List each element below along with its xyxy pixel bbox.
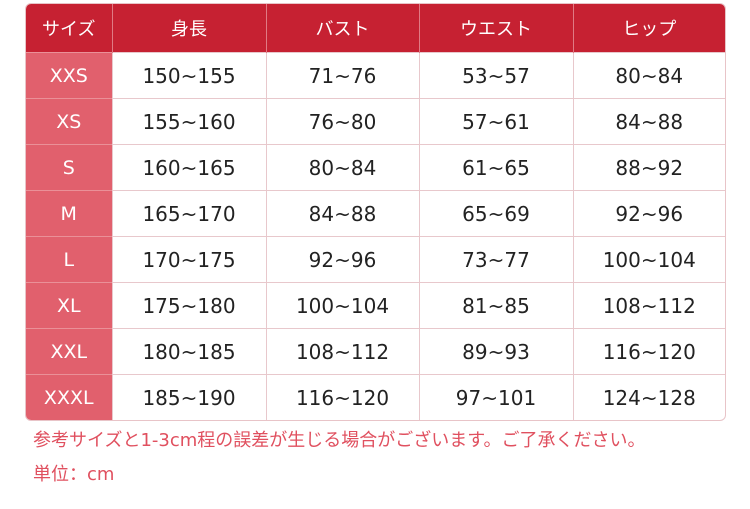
measurement-cell: 150~155 — [111, 52, 266, 99]
measurement-cell: 165~170 — [111, 190, 266, 237]
measurement-cell: 116~120 — [265, 374, 419, 420]
measurement-cell: 71~76 — [265, 52, 419, 99]
measurement-cell: 65~69 — [418, 190, 573, 237]
table-row: XS 155~160 76~80 57~61 84~88 — [26, 98, 725, 145]
measurement-cell: 160~165 — [111, 144, 266, 191]
column-header: ウエスト — [418, 4, 573, 53]
measurement-cell: 84~88 — [572, 98, 725, 145]
table-row: XL 175~180 100~104 81~85 108~112 — [26, 282, 725, 329]
size-cell: XL — [26, 282, 112, 329]
measurement-cell: 116~120 — [572, 328, 725, 375]
table-row: M 165~170 84~88 65~69 92~96 — [26, 190, 725, 237]
size-cell: XXXL — [26, 374, 112, 420]
measurement-cell: 88~92 — [572, 144, 725, 191]
size-chart-table: サイズ 身長 バスト ウエスト ヒップ XXS 150~155 71~76 53~57 80~8… — [25, 3, 726, 421]
disclaimer-note: 参考サイズと1-3cm程の誤差が生じる場合がございます。ご了承ください。 — [33, 430, 646, 451]
size-cell: M — [26, 190, 112, 237]
measurement-cell: 170~175 — [111, 236, 266, 283]
table-row: XXXL 185~190 116~120 97~101 124~128 — [26, 374, 725, 420]
column-header: バスト — [265, 4, 419, 53]
measurement-cell: 84~88 — [265, 190, 419, 237]
measurement-cell: 76~80 — [265, 98, 419, 145]
table-row: L 170~175 92~96 73~77 100~104 — [26, 236, 725, 283]
measurement-cell: 97~101 — [418, 374, 573, 420]
unit-note: 単位：cm — [33, 464, 115, 485]
measurement-cell: 57~61 — [418, 98, 573, 145]
measurement-cell: 73~77 — [418, 236, 573, 283]
size-cell: XXS — [26, 52, 112, 99]
measurement-cell: 108~112 — [572, 282, 725, 329]
size-cell: XS — [26, 98, 112, 145]
measurement-cell: 92~96 — [572, 190, 725, 237]
measurement-cell: 80~84 — [572, 52, 725, 99]
measurement-cell: 155~160 — [111, 98, 266, 145]
measurement-cell: 100~104 — [265, 282, 419, 329]
measurement-cell: 180~185 — [111, 328, 266, 375]
measurement-cell: 80~84 — [265, 144, 419, 191]
header-row: サイズ 身長 バスト ウエスト ヒップ — [26, 4, 725, 53]
column-header: 身長 — [111, 4, 266, 53]
table-row: XXL 180~185 108~112 89~93 116~120 — [26, 328, 725, 375]
column-header: ヒップ — [572, 4, 725, 53]
measurement-cell: 81~85 — [418, 282, 573, 329]
measurement-cell: 89~93 — [418, 328, 573, 375]
measurement-cell: 53~57 — [418, 52, 573, 99]
measurement-cell: 175~180 — [111, 282, 266, 329]
measurement-cell: 61~65 — [418, 144, 573, 191]
table-row: XXS 150~155 71~76 53~57 80~84 — [26, 52, 725, 99]
size-cell: L — [26, 236, 112, 283]
measurement-cell: 185~190 — [111, 374, 266, 420]
measurement-cell: 92~96 — [265, 236, 419, 283]
size-cell: S — [26, 144, 112, 191]
table-row: S 160~165 80~84 61~65 88~92 — [26, 144, 725, 191]
measurement-cell: 100~104 — [572, 236, 725, 283]
measurement-cell: 108~112 — [265, 328, 419, 375]
size-cell: XXL — [26, 328, 112, 375]
column-header: サイズ — [26, 4, 112, 53]
measurement-cell: 124~128 — [572, 374, 725, 420]
